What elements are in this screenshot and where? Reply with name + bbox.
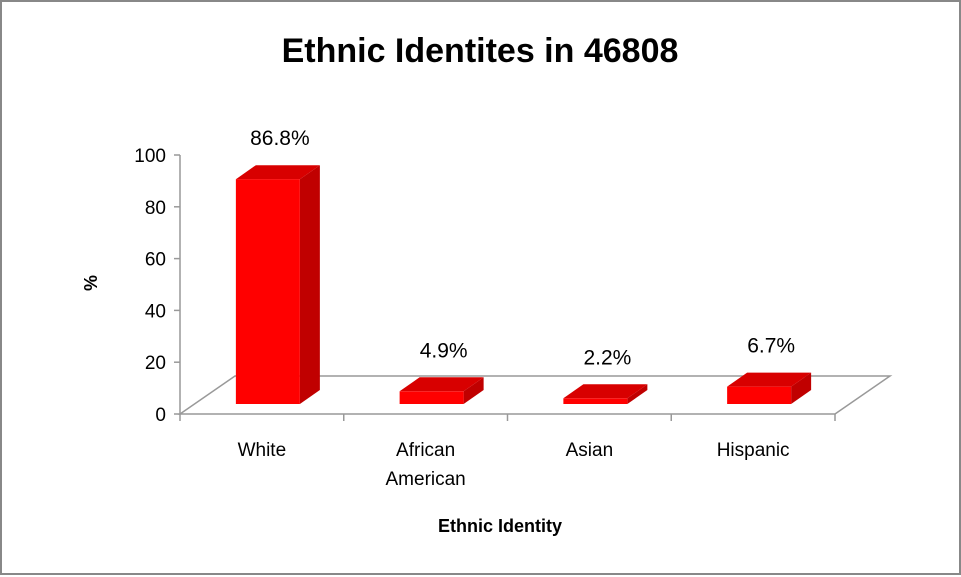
x-category-label: African American (386, 440, 466, 490)
bar-side (299, 165, 320, 404)
bar (399, 377, 484, 404)
bar-side (627, 384, 648, 404)
data-label: 6.7% (747, 335, 795, 358)
bar-side (791, 372, 812, 404)
x-category-label: White (238, 440, 287, 461)
bars (235, 165, 812, 404)
x-category-label: Hispanic (717, 440, 790, 461)
y-tick-label: 100 (134, 146, 166, 167)
chart-title: Ethnic Identites in 46808 (282, 32, 679, 70)
bar-top (235, 165, 320, 180)
y-tick-label: 20 (145, 353, 166, 374)
bar (563, 384, 648, 404)
y-tick-label: 0 (155, 405, 166, 426)
x-axis-label: Ethnic Identity (438, 516, 562, 536)
floor-plane (177, 375, 893, 415)
bar-top (563, 384, 648, 399)
bar (235, 165, 320, 404)
data-label: 4.9% (420, 339, 468, 362)
bar-front (235, 179, 300, 404)
data-label: 86.8% (250, 127, 310, 150)
y-tick-label: 40 (145, 301, 166, 322)
bar-front (563, 398, 628, 404)
bar-top (727, 372, 812, 387)
y-tick-label: 60 (145, 250, 166, 271)
bar (727, 372, 812, 404)
y-tick-label: 80 (145, 198, 166, 219)
bar-front (399, 391, 464, 404)
data-label: 2.2% (583, 346, 631, 369)
axes: 0 20 40 60 80 100 White African American Asian His… (134, 146, 893, 490)
bar-front (727, 386, 792, 404)
y-axis-label: % (81, 275, 101, 291)
data-labels: 86.8% 4.9% 2.2% 6.7% (250, 127, 795, 369)
bar-top (399, 377, 484, 392)
x-category-label: Asian (566, 440, 614, 461)
bar-side (463, 377, 484, 404)
